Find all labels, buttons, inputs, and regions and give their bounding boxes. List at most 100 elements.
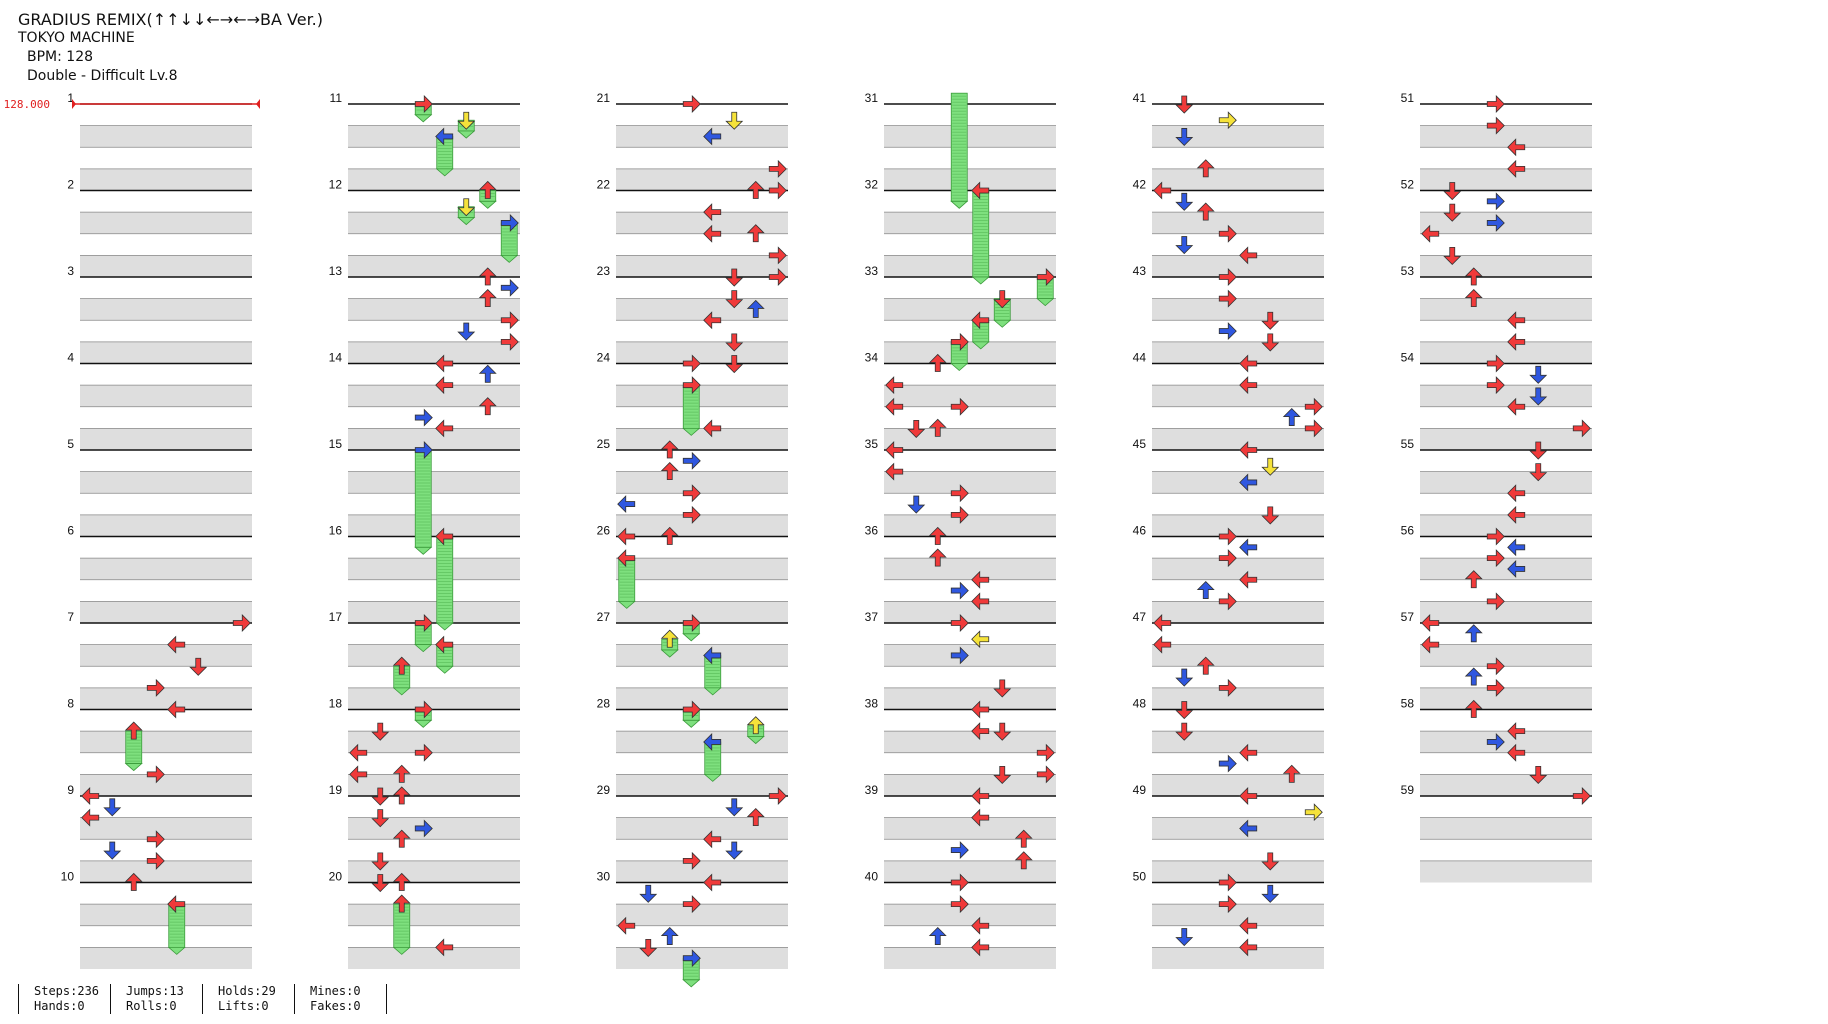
- note-down-icon: [1443, 182, 1462, 201]
- note-left-icon: [971, 916, 990, 935]
- note-arrow: [414, 408, 433, 427]
- note-arrow: [1443, 246, 1462, 265]
- note-down-icon: [725, 798, 744, 817]
- hold-body: [436, 536, 454, 624]
- note-arrow: [478, 267, 497, 286]
- note-arrow: [1421, 614, 1440, 632]
- note-up-icon: [928, 418, 947, 437]
- measure-number: 43: [1133, 264, 1147, 278]
- bpm-label: BPM: 128: [27, 49, 94, 65]
- beat-stripe: [1152, 514, 1324, 537]
- hold-tail: [414, 114, 433, 123]
- note-up-icon: [746, 716, 765, 735]
- note-left-icon: [1153, 635, 1172, 654]
- note-up-icon: [1464, 289, 1483, 308]
- hold-tail: [703, 687, 722, 696]
- hold-tail: [414, 546, 433, 555]
- note-arrow: [1304, 397, 1323, 416]
- measure-number: 35: [865, 437, 879, 451]
- note-arrow: [1529, 387, 1548, 406]
- note-arrow: [1239, 819, 1258, 838]
- note-arrow: [682, 895, 701, 914]
- note-arrow: [167, 635, 186, 654]
- note-arrow: [950, 614, 969, 632]
- note-arrow: [950, 873, 969, 892]
- note-up-icon: [1282, 764, 1301, 783]
- measure-number: 30: [597, 870, 611, 884]
- beat-stripe: [1152, 212, 1324, 234]
- note-arrow: [1529, 365, 1548, 384]
- note-down-icon: [1261, 852, 1280, 871]
- note-arrow: [1175, 722, 1194, 741]
- measure-number: 50: [1133, 870, 1147, 884]
- measure-number: 47: [1133, 610, 1147, 624]
- note-right-icon: [1486, 732, 1505, 751]
- stat-value: Rolls:0: [126, 999, 177, 1013]
- measure-number: 40: [865, 870, 879, 884]
- note-up-icon: [124, 872, 143, 891]
- note-down-icon: [1175, 701, 1194, 720]
- note-up-icon: [478, 267, 497, 286]
- note-right-icon: [1486, 527, 1505, 546]
- measure-number: 51: [1401, 91, 1415, 105]
- chart-column-3: 21 22 23 24 25 26 27 28 29 30: [597, 91, 788, 969]
- note-arrow: [146, 830, 165, 849]
- beat-stripe: [80, 774, 252, 796]
- note-up-icon: [392, 656, 411, 675]
- note-right-icon: [414, 95, 433, 113]
- note-arrow: [146, 851, 165, 870]
- note-arrow: [1218, 224, 1237, 243]
- note-arrow: [682, 505, 701, 524]
- measure-number: 9: [67, 783, 74, 797]
- hold-tail: [124, 763, 143, 772]
- note-arrow: [1014, 851, 1033, 870]
- note-arrow: [349, 765, 368, 784]
- note-arrow: [993, 765, 1012, 784]
- note-right-icon: [1572, 787, 1591, 805]
- note-left-icon: [971, 570, 990, 589]
- beat-stripe: [616, 255, 788, 277]
- beat-stripe: [884, 817, 1056, 840]
- note-up-icon: [478, 180, 497, 199]
- note-arrow: [885, 441, 904, 459]
- note-right-icon: [1572, 419, 1591, 438]
- note-left-icon: [971, 630, 990, 649]
- note-down-icon: [725, 111, 744, 130]
- note-arrow: [1507, 538, 1526, 557]
- beat-stripe: [1420, 817, 1592, 840]
- note-up-icon: [392, 872, 411, 891]
- note-arrow: [1175, 668, 1194, 687]
- note-up-icon: [1196, 202, 1215, 221]
- beat-stripe: [884, 601, 1056, 623]
- hold-tail: [617, 600, 636, 609]
- note-arrow: [1421, 635, 1440, 654]
- beat-stripe: [884, 731, 1056, 753]
- note-right-icon: [414, 700, 433, 719]
- note-down-icon: [371, 787, 390, 806]
- measure-number: 14: [329, 351, 343, 365]
- note-arrow: [1239, 743, 1258, 762]
- note-arrow: [971, 787, 990, 805]
- note-arrow: [928, 548, 947, 567]
- note-arrow: [414, 700, 433, 728]
- beat-stripe: [884, 168, 1056, 191]
- beat-stripe: [884, 904, 1056, 926]
- note-down-icon: [993, 290, 1012, 309]
- beat-stripe: [884, 558, 1056, 580]
- stat-value: Lifts:0: [218, 999, 269, 1013]
- note-arrow: [768, 268, 787, 286]
- note-up-icon: [928, 548, 947, 567]
- note-right-icon: [1218, 289, 1237, 308]
- beat-stripe: [1152, 341, 1324, 364]
- note-arrow: [392, 786, 411, 805]
- note-arrow: [1196, 656, 1215, 675]
- beat-stripe: [80, 731, 252, 753]
- note-down-icon: [103, 841, 122, 860]
- beat-stripe: [616, 212, 788, 234]
- beat-stripe: [348, 385, 520, 407]
- note-arrow: [414, 614, 433, 653]
- note-down-icon: [371, 874, 390, 893]
- measure-number: 6: [67, 524, 74, 538]
- note-arrow: [1239, 473, 1258, 492]
- note-left-icon: [1239, 819, 1258, 838]
